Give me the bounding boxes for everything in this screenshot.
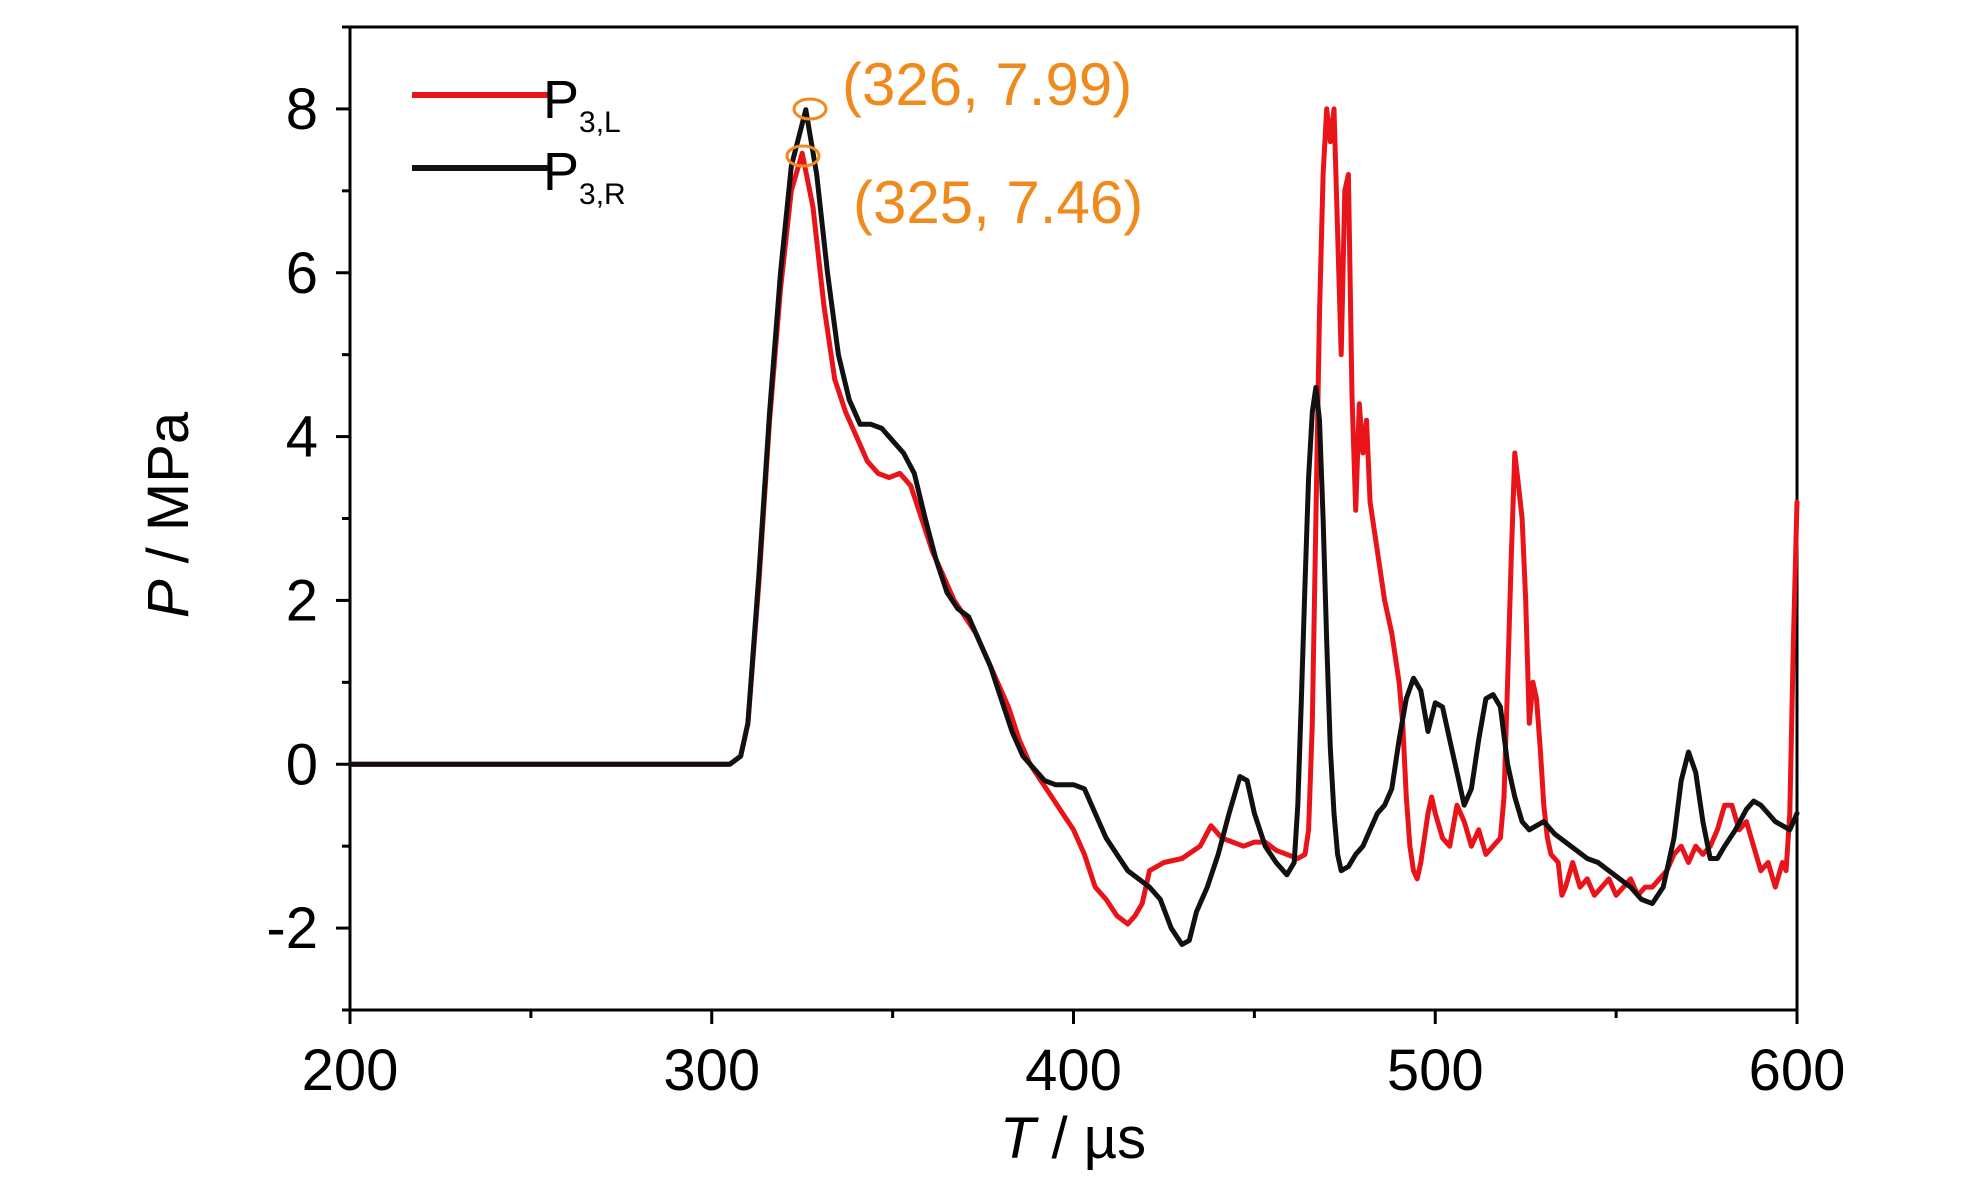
series-layer: [347, 106, 1800, 947]
y-tick-label: 2: [286, 568, 318, 633]
peak-marker-p3r: [792, 97, 828, 121]
x-tick-label: 200: [302, 1038, 399, 1103]
annotation-peak-p3r: (326, 7.99): [842, 51, 1132, 118]
x-tick-label: 600: [1749, 1038, 1846, 1103]
x-tick-label: 300: [663, 1038, 760, 1103]
legend: P3,L P3,R: [412, 70, 626, 211]
y-axis-label: P / MPa: [136, 411, 201, 618]
x-axis-label: T / µs: [1000, 1106, 1146, 1171]
legend-label-p3r: P3,R: [543, 142, 626, 211]
y-tick-label: 4: [286, 405, 318, 470]
annotation-peak-p3l: (325, 7.46): [853, 169, 1143, 236]
legend-label-p3l: P3,L: [543, 70, 621, 139]
y-tick-label: -2: [266, 896, 318, 961]
x-tick-label: 500: [1387, 1038, 1484, 1103]
axis-ticks: 200 300 400 500 600 -2 0 2 4 6 8: [266, 25, 1846, 1103]
y-tick-label: 6: [286, 241, 318, 306]
y-tick-label: 0: [286, 732, 318, 797]
peak-markers: [785, 97, 828, 168]
x-tick-label: 400: [1025, 1038, 1122, 1103]
series-line-p-3r: [347, 107, 1800, 947]
y-tick-label: 8: [286, 77, 318, 142]
peak-marker-p3l: [785, 144, 821, 168]
